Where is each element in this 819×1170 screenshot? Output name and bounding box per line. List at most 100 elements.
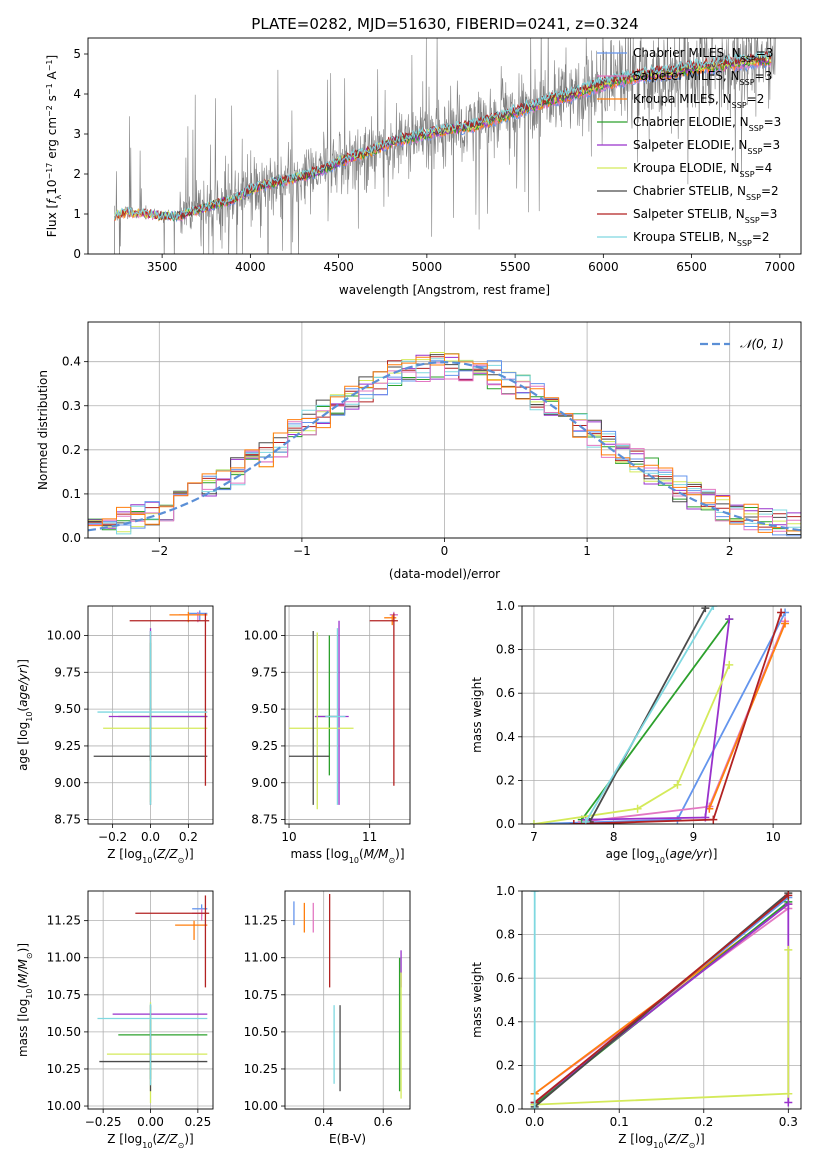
weight-vs-Z-y-tick-label: 1.0 xyxy=(496,884,515,898)
mass-vs-Z-x-label: Z [log10(Z/Z⊙)] xyxy=(107,1132,193,1150)
mass-vs-Z-plot-area xyxy=(97,895,210,1104)
residuals-frame xyxy=(87,321,802,539)
residuals-y-label: Normed distribution xyxy=(36,370,50,490)
weight-vs-Z-y-tick-label: 0.4 xyxy=(496,1015,515,1029)
weight-vs-age-y-tick-label: 0.4 xyxy=(496,730,515,744)
residuals-y-tick-label: 0.3 xyxy=(62,399,81,413)
spectrum-legend: Chabrier MILES, NSSP=3 Salpeter MILES, NS… xyxy=(597,46,781,248)
legend-label: Kroupa STELIB, NSSP=2 xyxy=(633,230,770,248)
weight-vs-Z-x-tick-label: 0.1 xyxy=(610,1115,629,1129)
mass-vs-Z-x-tick-label: 0.25 xyxy=(184,1115,211,1129)
age-vs-mass-x-tick-label: 10 xyxy=(281,830,296,844)
residuals-x-tick-label: 0 xyxy=(441,544,449,558)
residual-histogram xyxy=(88,353,801,537)
weight-marker xyxy=(529,820,538,824)
mass-vs-EBV-y-tick-label: 10.75 xyxy=(244,988,278,1002)
age-vs-mass-y-tick-label: 10.00 xyxy=(244,628,278,642)
age-vs-mass-y-tick-label: 9.50 xyxy=(251,702,278,716)
panel-weight-vs-age: 7 8 9 10 0.0 0.2 0.4 0.6 0.8 1.0 age [log10(age/yr… xyxy=(470,599,802,865)
spectrum-x-tick-label: 5500 xyxy=(500,260,531,274)
weight-vs-age-x-tick-label: 7 xyxy=(530,830,538,844)
age-vs-Z-x-tick-label: −0.2 xyxy=(98,830,127,844)
mass-vs-EBV-y-tick-label: 10.50 xyxy=(244,1025,278,1039)
legend-label: Chabrier STELIB, NSSP=2 xyxy=(633,184,779,202)
mass-vs-Z-y-tick-label: 10.00 xyxy=(47,1099,81,1113)
weight-vs-Z-y-tick-label: 0.0 xyxy=(496,1102,515,1116)
model-spectrum-line xyxy=(114,50,772,221)
weight-vs-age-y-label: mass weight xyxy=(470,677,484,753)
weight-marker xyxy=(633,804,642,813)
mass-vs-Z-y-label: mass [log10(M/M⊙)] xyxy=(16,943,34,1057)
weight-vs-age-x-tick-label: 8 xyxy=(610,830,618,844)
panel-mass-vs-EBV: 0.4 0.6 10.00 10.25 10.50 10.75 11.00 11.25 E(B-… xyxy=(244,890,411,1146)
panel-age-vs-mass: 10 11 8.75 9.00 9.25 9.50 9.75 10.00 mass [log10… xyxy=(244,605,411,865)
spectrum-y-tick-label: 5 xyxy=(73,47,81,61)
weight-marker xyxy=(784,900,793,909)
legend-label: Kroupa ELODIE, NSSP=4 xyxy=(633,161,772,179)
panel-residuals: −2 −1 0 1 2 0.0 0.1 0.2 0.3 0.4 𝒩(0, 1) (data-model… xyxy=(36,321,802,581)
weight-marker xyxy=(709,815,718,824)
weight-marker xyxy=(777,608,786,617)
residuals-plot-area xyxy=(88,352,801,537)
spectrum-y-tick-label: 2 xyxy=(73,167,81,181)
weight-marker xyxy=(725,615,734,624)
age-vs-mass-y-tick-label: 9.00 xyxy=(251,776,278,790)
age-vs-Z-frame xyxy=(87,605,214,825)
weight-vs-age-y-tick-label: 0.2 xyxy=(496,773,515,787)
age-vs-Z-y-tick-label: 10.00 xyxy=(47,628,81,642)
age-vs-Z-y-tick-label: 9.00 xyxy=(54,776,81,790)
weight-marker xyxy=(709,606,718,610)
age-vs-Z-y-label: age [log10(age/yr)] xyxy=(16,659,34,771)
weight-marker xyxy=(673,780,682,789)
weight-vs-age-frame xyxy=(521,605,802,825)
age-vs-mass-y-tick-label: 8.75 xyxy=(251,813,278,827)
age-vs-Z-y-tick-label: 8.75 xyxy=(54,813,81,827)
legend-label: Salpeter MILES, NSSP=3 xyxy=(633,69,772,87)
weight-vs-Z-x-tick-label: 0.0 xyxy=(525,1115,544,1129)
weight-marker xyxy=(784,891,793,900)
age-vs-Z-y-tick-label: 9.50 xyxy=(54,702,81,716)
residuals-x-tick-label: 2 xyxy=(726,544,734,558)
weight-marker xyxy=(725,660,734,669)
weight-vs-Z-x-label: Z [log10(Z/Z⊙)] xyxy=(618,1132,704,1150)
age-vs-Z-x-tick-label: 0.0 xyxy=(141,830,160,844)
legend-label: Chabrier ELODIE, NSSP=3 xyxy=(633,115,781,133)
spectrum-x-tick-label: 6000 xyxy=(588,260,619,274)
mass-vs-EBV-background xyxy=(285,891,410,1109)
figure-title: PLATE=0282, MJD=51630, FIBERID=0241, z=0… xyxy=(251,15,638,33)
weight-vs-Z-x-tick-label: 0.2 xyxy=(694,1115,713,1129)
mass-vs-EBV-x-label: E(B-V) xyxy=(329,1132,366,1146)
mass-vs-EBV-y-tick-label: 10.25 xyxy=(244,1062,278,1076)
weight-vs-age-y-tick-label: 0.8 xyxy=(496,643,515,657)
spectrum-x-tick-label: 3500 xyxy=(147,260,178,274)
weight-vs-age-y-tick-label: 0.6 xyxy=(496,686,515,700)
spectrum-y-label: Flux [fλ10−17 erg cm−2 s−1 A−1] xyxy=(45,55,63,237)
weight-vs-Z-x-tick-label: 0.3 xyxy=(779,1115,798,1129)
spectrum-y-tick-label: 4 xyxy=(73,87,81,101)
mass-vs-Z-x-tick-label: 0.00 xyxy=(137,1115,164,1129)
mass-vs-Z-y-tick-label: 10.25 xyxy=(47,1062,81,1076)
legend-label: Salpeter ELODIE, NSSP=3 xyxy=(633,138,780,156)
legend-label: Chabrier MILES, NSSP=3 xyxy=(633,46,773,64)
age-vs-mass-background xyxy=(285,606,410,824)
mass-vs-Z-y-tick-label: 11.25 xyxy=(47,914,81,928)
weight-line xyxy=(533,664,731,824)
weight-vs-age-y-tick-label: 1.0 xyxy=(496,599,515,613)
age-vs-mass-x-label: mass [log10(M/M⊙)] xyxy=(290,847,404,865)
mass-vs-Z-y-tick-label: 10.50 xyxy=(47,1025,81,1039)
weight-vs-age-x-tick-label: 9 xyxy=(690,830,698,844)
spectrum-plot-area xyxy=(114,38,776,254)
legend-label: Kroupa MILES, NSSP=2 xyxy=(633,92,764,110)
age-vs-Z-x-label: Z [log10(Z/Z⊙)] xyxy=(107,847,193,865)
age-vs-Z-y-tick-label: 9.75 xyxy=(54,665,81,679)
weight-vs-age-plot-area xyxy=(529,606,790,824)
mass-vs-EBV-frame xyxy=(284,890,411,1110)
residuals-x-tick-label: 1 xyxy=(583,544,591,558)
residuals-y-tick-label: 0.4 xyxy=(62,355,81,369)
mass-vs-EBV-plot-area xyxy=(293,893,402,1099)
mass-vs-EBV-x-tick-label: 0.4 xyxy=(314,1115,333,1129)
mass-vs-EBV-y-tick-label: 11.25 xyxy=(244,914,278,928)
residuals-x-tick-label: −2 xyxy=(150,544,168,558)
panel-weight-vs-Z: 0.0 0.1 0.2 0.3 0.0 0.2 0.4 0.6 0.8 1.0 Z [log10(Z… xyxy=(470,884,802,1150)
